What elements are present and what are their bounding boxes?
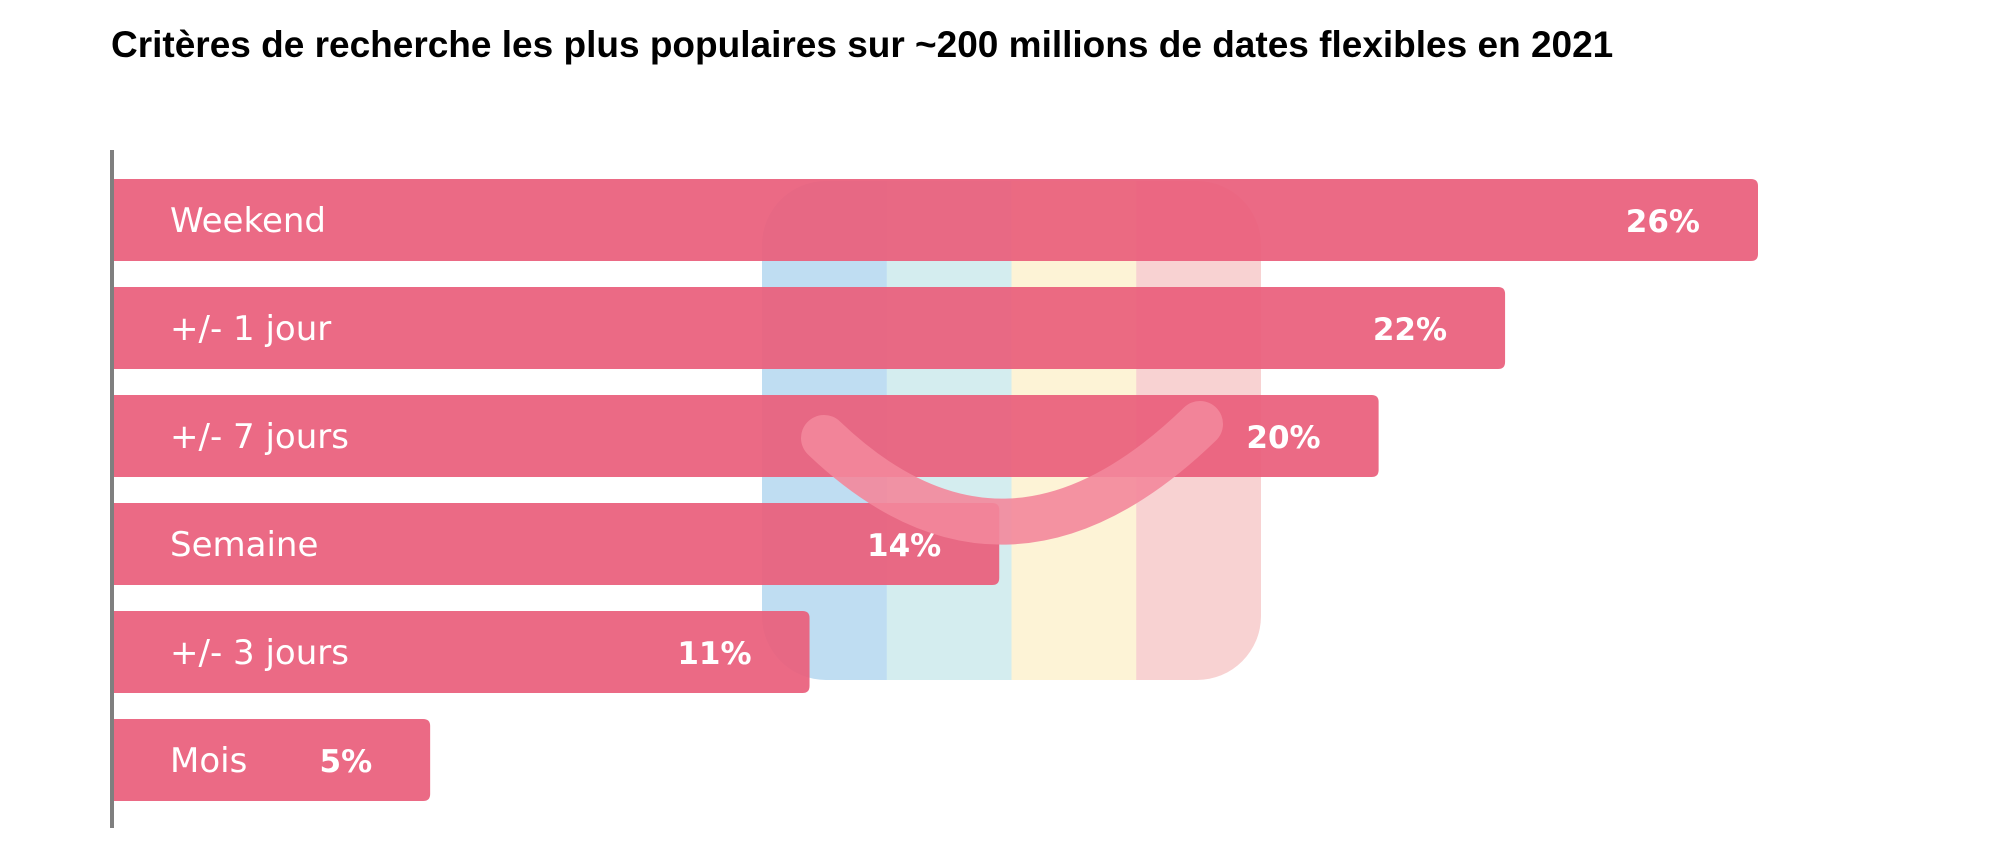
value-label: 20% — [1246, 420, 1320, 456]
logo-smile — [801, 401, 1223, 545]
bars-group: Weekend 26% +/- 1 jour 22% +/- 7 jours 20% Sem… — [114, 179, 1758, 801]
bar — [114, 719, 431, 801]
value-label: 22% — [1373, 312, 1447, 348]
category-label: Semaine — [170, 525, 318, 565]
value-label: 26% — [1626, 204, 1700, 240]
category-label: Weekend — [170, 201, 326, 241]
bar — [114, 503, 1000, 585]
category-label: +/- 7 jours — [170, 417, 349, 457]
chart-title: Critères de recherche les plus populaire… — [111, 24, 1614, 65]
value-label: 5% — [320, 744, 373, 780]
category-label: +/- 1 jour — [170, 309, 331, 349]
bar — [114, 395, 1379, 477]
category-label: Mois — [170, 741, 247, 781]
bar — [114, 287, 1506, 369]
bar — [114, 179, 1758, 261]
category-label: +/- 3 jours — [170, 633, 349, 673]
bar — [114, 611, 810, 693]
value-label: 11% — [677, 636, 751, 672]
value-label: 14% — [867, 528, 941, 564]
